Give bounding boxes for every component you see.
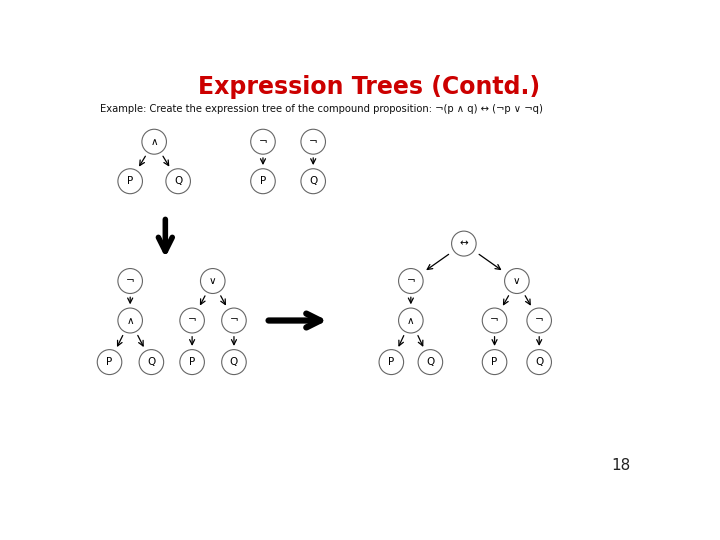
Text: ∧: ∧ [127,315,134,326]
Text: Example: Create the expression tree of the compound proposition: ¬(p ∧ q) ↔ (¬p : Example: Create the expression tree of t… [100,104,543,114]
Ellipse shape [142,129,166,154]
Text: P: P [492,357,498,367]
Text: Q: Q [426,357,434,367]
Text: P: P [107,357,112,367]
Text: ∧: ∧ [407,315,415,326]
Text: ∨: ∨ [209,276,217,286]
Text: Expression Trees (Contd.): Expression Trees (Contd.) [198,75,540,99]
Text: ¬: ¬ [230,315,238,326]
Ellipse shape [180,308,204,333]
Text: Q: Q [174,176,182,186]
Ellipse shape [482,308,507,333]
Text: Q: Q [148,357,156,367]
Text: ¬: ¬ [126,276,135,286]
Text: P: P [127,176,133,186]
Ellipse shape [399,268,423,294]
Text: ¬: ¬ [490,315,499,326]
Ellipse shape [301,169,325,194]
Text: ¬: ¬ [535,315,544,326]
Text: ¬: ¬ [258,137,267,147]
Text: ↔: ↔ [459,239,468,248]
Ellipse shape [451,231,476,256]
Ellipse shape [180,349,204,375]
Text: Q: Q [535,357,544,367]
Text: Q: Q [309,176,318,186]
Ellipse shape [251,129,275,154]
Ellipse shape [379,349,404,375]
Ellipse shape [222,308,246,333]
Ellipse shape [118,268,143,294]
Ellipse shape [166,169,190,194]
Text: ∧: ∧ [150,137,158,147]
Ellipse shape [482,349,507,375]
Ellipse shape [118,308,143,333]
Ellipse shape [399,308,423,333]
Ellipse shape [251,169,275,194]
Ellipse shape [505,268,529,294]
Ellipse shape [301,129,325,154]
Text: Q: Q [230,357,238,367]
Ellipse shape [418,349,443,375]
Text: P: P [260,176,266,186]
Ellipse shape [200,268,225,294]
Text: ¬: ¬ [407,276,415,286]
Ellipse shape [527,308,552,333]
Ellipse shape [97,349,122,375]
Text: 18: 18 [611,458,630,473]
Ellipse shape [527,349,552,375]
Text: ¬: ¬ [309,137,318,147]
Ellipse shape [139,349,163,375]
Text: ¬: ¬ [188,315,197,326]
Text: P: P [189,357,195,367]
Ellipse shape [118,169,143,194]
Text: ∨: ∨ [513,276,521,286]
Ellipse shape [222,349,246,375]
Text: P: P [388,357,395,367]
